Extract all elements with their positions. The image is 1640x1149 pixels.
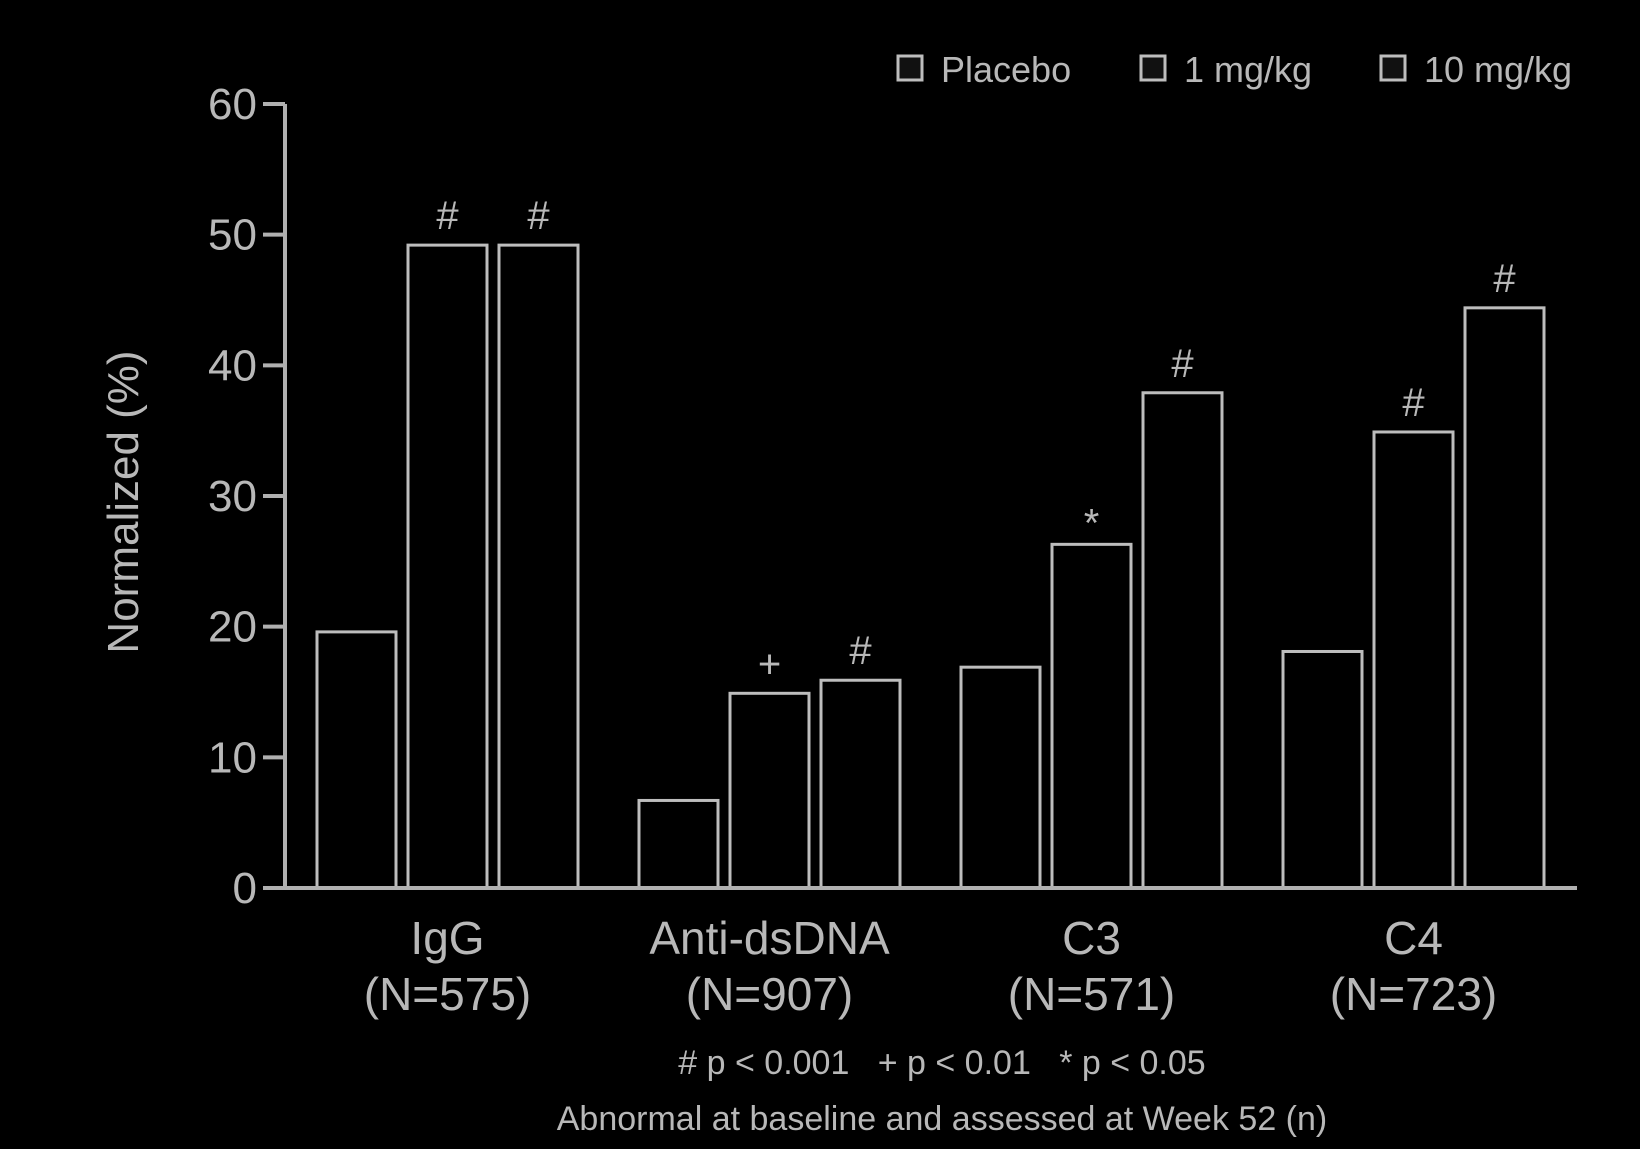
y-tick-label: 50 xyxy=(208,211,257,260)
x-axis: IgG(N=575) Anti-dsDNA(N=907) C3(N=571) C4(N… xyxy=(263,886,1577,1020)
y-axis-label: Normalized (%) xyxy=(99,350,148,653)
legend-swatch-1-mg-kg xyxy=(1139,54,1167,82)
bar-igg-placebo xyxy=(315,630,398,890)
legend-label-placebo: Placebo xyxy=(941,49,1071,90)
bar-anti-dsdna-1-mg-kg xyxy=(728,691,811,890)
significance-markers: # # + # * # # # xyxy=(436,194,1516,686)
x-tick-n-label: (N=575) xyxy=(364,968,531,1020)
significance-marker: # xyxy=(1171,342,1194,386)
significance-note: # p < 0.001 + p < 0.01 * p < 0.05 xyxy=(678,1044,1205,1082)
x-tick-n-label: (N=723) xyxy=(1330,968,1497,1020)
legend-label-1-mg-kg: 1 mg/kg xyxy=(1184,49,1312,90)
bar-anti-dsdna-placebo xyxy=(637,798,720,890)
bar-c4-placebo xyxy=(1281,649,1364,890)
bar-anti-dsdna-10-mg-kg xyxy=(819,678,902,890)
legend-label-10-mg-kg: 10 mg/kg xyxy=(1424,49,1572,90)
significance-marker: # xyxy=(849,629,872,673)
y-tick-label: 20 xyxy=(208,603,257,652)
y-tick-label: 10 xyxy=(208,733,257,782)
legend-swatch-placebo xyxy=(896,54,924,82)
bar-c3-10-mg-kg xyxy=(1141,391,1224,890)
x-tick-n-label: (N=907) xyxy=(686,968,853,1020)
x-tick-n-label: (N=571) xyxy=(1008,968,1175,1020)
significance-marker: # xyxy=(436,194,459,238)
significance-marker: # xyxy=(1493,257,1516,301)
x-tick-label: C4 xyxy=(1384,912,1443,964)
bar-c4-1-mg-kg xyxy=(1372,430,1455,890)
bar-c4-10-mg-kg xyxy=(1463,306,1546,890)
significance-marker: * xyxy=(1084,501,1100,545)
x-tick-label: C3 xyxy=(1062,912,1121,964)
bar-igg-1-mg-kg xyxy=(406,243,489,890)
significance-marker: # xyxy=(1402,381,1425,425)
y-axis: 0 10 20 30 40 50 60 xyxy=(208,80,287,913)
x-tick-label: IgG xyxy=(410,912,484,964)
bar-c3-1-mg-kg xyxy=(1050,542,1133,890)
y-tick-label: 30 xyxy=(208,472,257,521)
x-axis-label: Abnormal at baseline and assessed at Wee… xyxy=(557,1100,1327,1138)
y-tick-label: 0 xyxy=(233,864,257,913)
y-tick-label: 40 xyxy=(208,341,257,390)
significance-marker: # xyxy=(527,194,550,238)
bar-igg-10-mg-kg xyxy=(497,243,580,890)
y-tick-label: 60 xyxy=(208,80,257,129)
significance-marker: + xyxy=(758,642,781,686)
legend: Placebo 1 mg/kg 10 mg/kg xyxy=(896,49,1572,90)
x-tick-label: Anti-dsDNA xyxy=(649,912,890,964)
bars xyxy=(315,243,1546,890)
bar-c3-placebo xyxy=(959,665,1042,890)
legend-swatch-10-mg-kg xyxy=(1379,54,1407,82)
